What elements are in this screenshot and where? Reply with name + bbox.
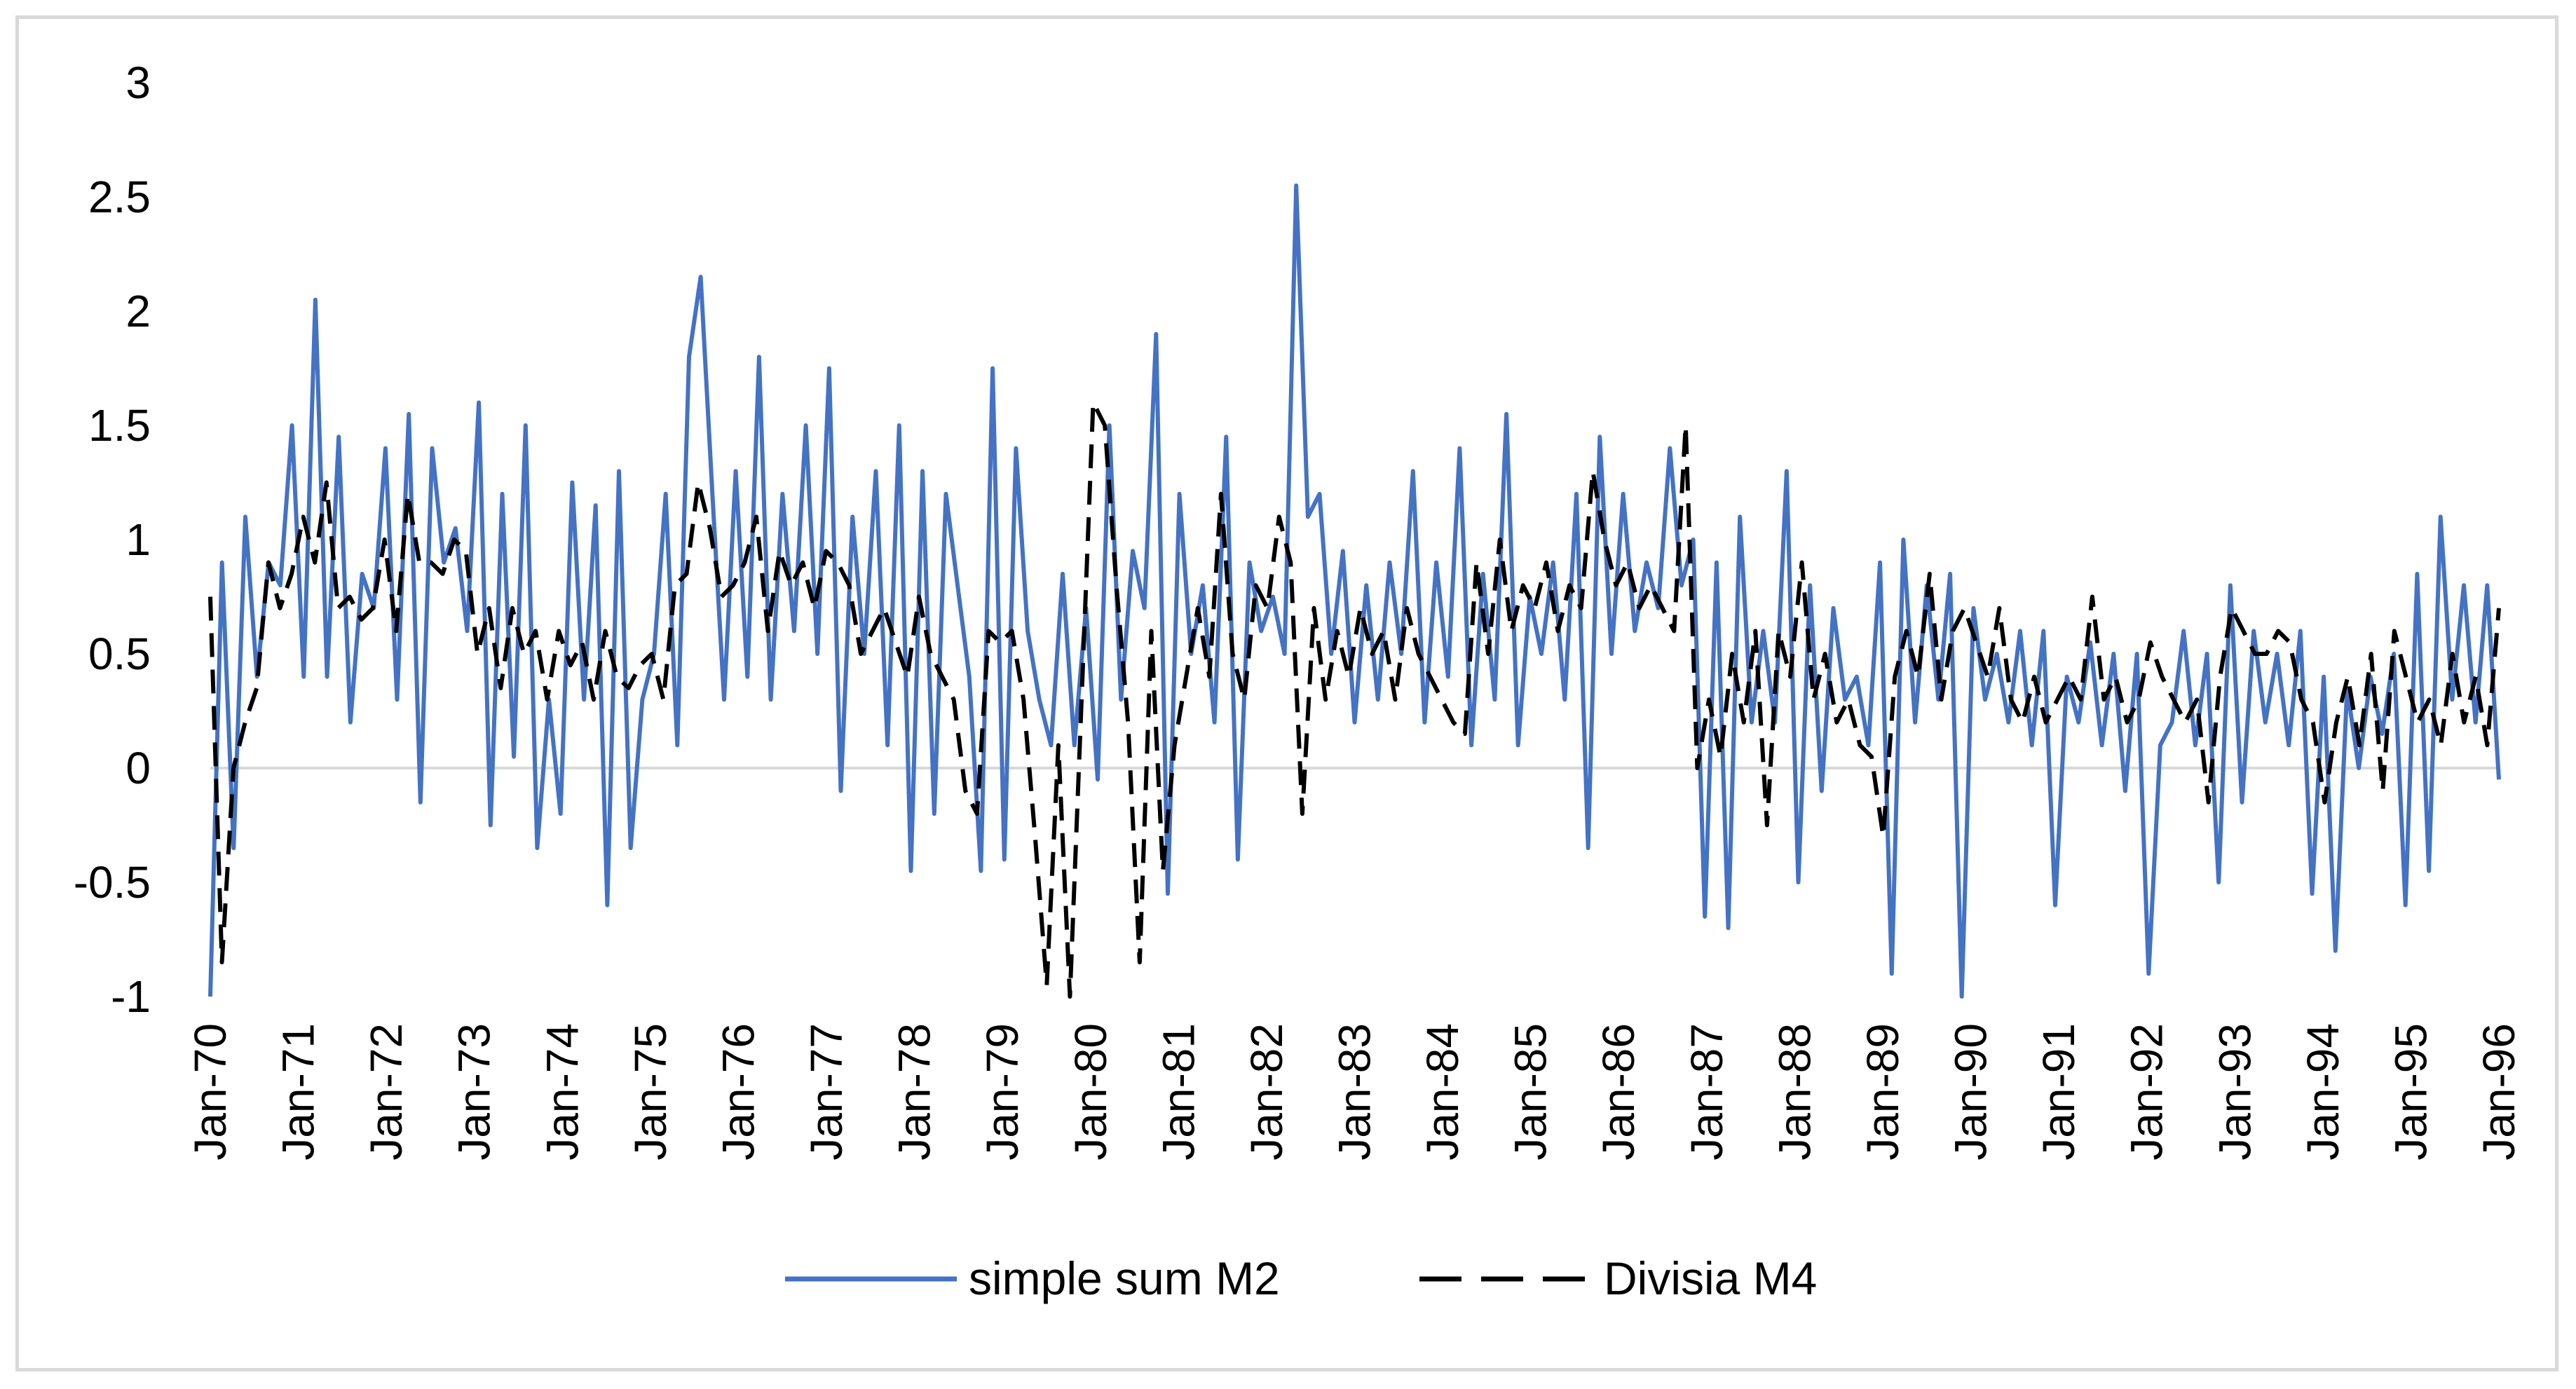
legend: simple sum M2 Divisia M4 [785, 1252, 1817, 1304]
x-tick-label: Jan-89 [1858, 1023, 1908, 1161]
y-axis-ticks: 3 2.5 2 1.5 1 0.5 0 -0.5 -1 [74, 57, 151, 1022]
x-tick-label: Jan-94 [2298, 1023, 2348, 1161]
x-tick-label: Jan-95 [2385, 1023, 2436, 1161]
x-tick-label: Jan-91 [2033, 1023, 2084, 1161]
x-tick-label: Jan-82 [1241, 1023, 1292, 1161]
x-tick-label: Jan-75 [625, 1023, 676, 1161]
x-axis-ticks: Jan-70 Jan-71 Jan-72 Jan-73 Jan-74 Jan-75 Jan-… [185, 1023, 2524, 1161]
x-tick-label: Jan-70 [185, 1023, 236, 1161]
legend-label-simple-sum-m2: simple sum M2 [969, 1252, 1280, 1304]
x-tick-label: Jan-84 [1417, 1023, 1468, 1161]
x-tick-label: Jan-87 [1682, 1023, 1732, 1161]
y-tick-label: 3 [125, 57, 151, 108]
series-line-divisia-m4 [208, 400, 2501, 999]
x-tick-label: Jan-73 [449, 1023, 500, 1161]
x-tick-label: Jan-77 [801, 1023, 852, 1161]
x-tick-label: Jan-81 [1153, 1023, 1204, 1161]
x-tick-label: Jan-78 [890, 1023, 940, 1161]
x-tick-label: Jan-92 [2122, 1023, 2172, 1161]
x-tick-label: Jan-88 [1769, 1023, 1820, 1161]
y-tick-label: -1 [111, 971, 151, 1022]
x-tick-label: Jan-90 [1946, 1023, 1996, 1161]
x-tick-label: Jan-96 [2474, 1023, 2524, 1161]
y-tick-label: 2.5 [88, 172, 151, 222]
x-tick-label: Jan-79 [977, 1023, 1028, 1161]
y-tick-label: 1.5 [88, 400, 151, 451]
y-tick-label: -0.5 [74, 857, 151, 908]
legend-label-divisia-m4: Divisia M4 [1604, 1252, 1817, 1304]
y-tick-label: 1 [125, 514, 151, 565]
x-tick-label: Jan-86 [1593, 1023, 1644, 1161]
series-layer [208, 183, 2501, 999]
x-tick-label: Jan-93 [2209, 1023, 2260, 1161]
y-tick-label: 2 [125, 286, 151, 336]
x-tick-label: Jan-85 [1506, 1023, 1556, 1161]
x-tick-label: Jan-71 [273, 1023, 324, 1161]
y-tick-label: 0.5 [88, 629, 151, 679]
x-tick-label: Jan-72 [361, 1023, 411, 1161]
x-tick-label: Jan-76 [713, 1023, 763, 1161]
y-tick-label: 0 [125, 743, 151, 793]
x-tick-label: Jan-80 [1065, 1023, 1116, 1161]
series-line-simple-sum-m2 [208, 183, 2501, 999]
x-tick-label: Jan-83 [1330, 1023, 1380, 1161]
x-tick-label: Jan-74 [537, 1023, 587, 1161]
